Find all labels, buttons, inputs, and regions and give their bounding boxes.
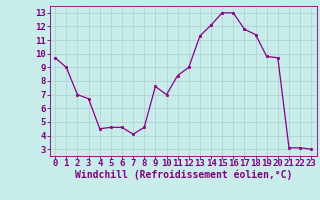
X-axis label: Windchill (Refroidissement éolien,°C): Windchill (Refroidissement éolien,°C)	[75, 170, 292, 180]
